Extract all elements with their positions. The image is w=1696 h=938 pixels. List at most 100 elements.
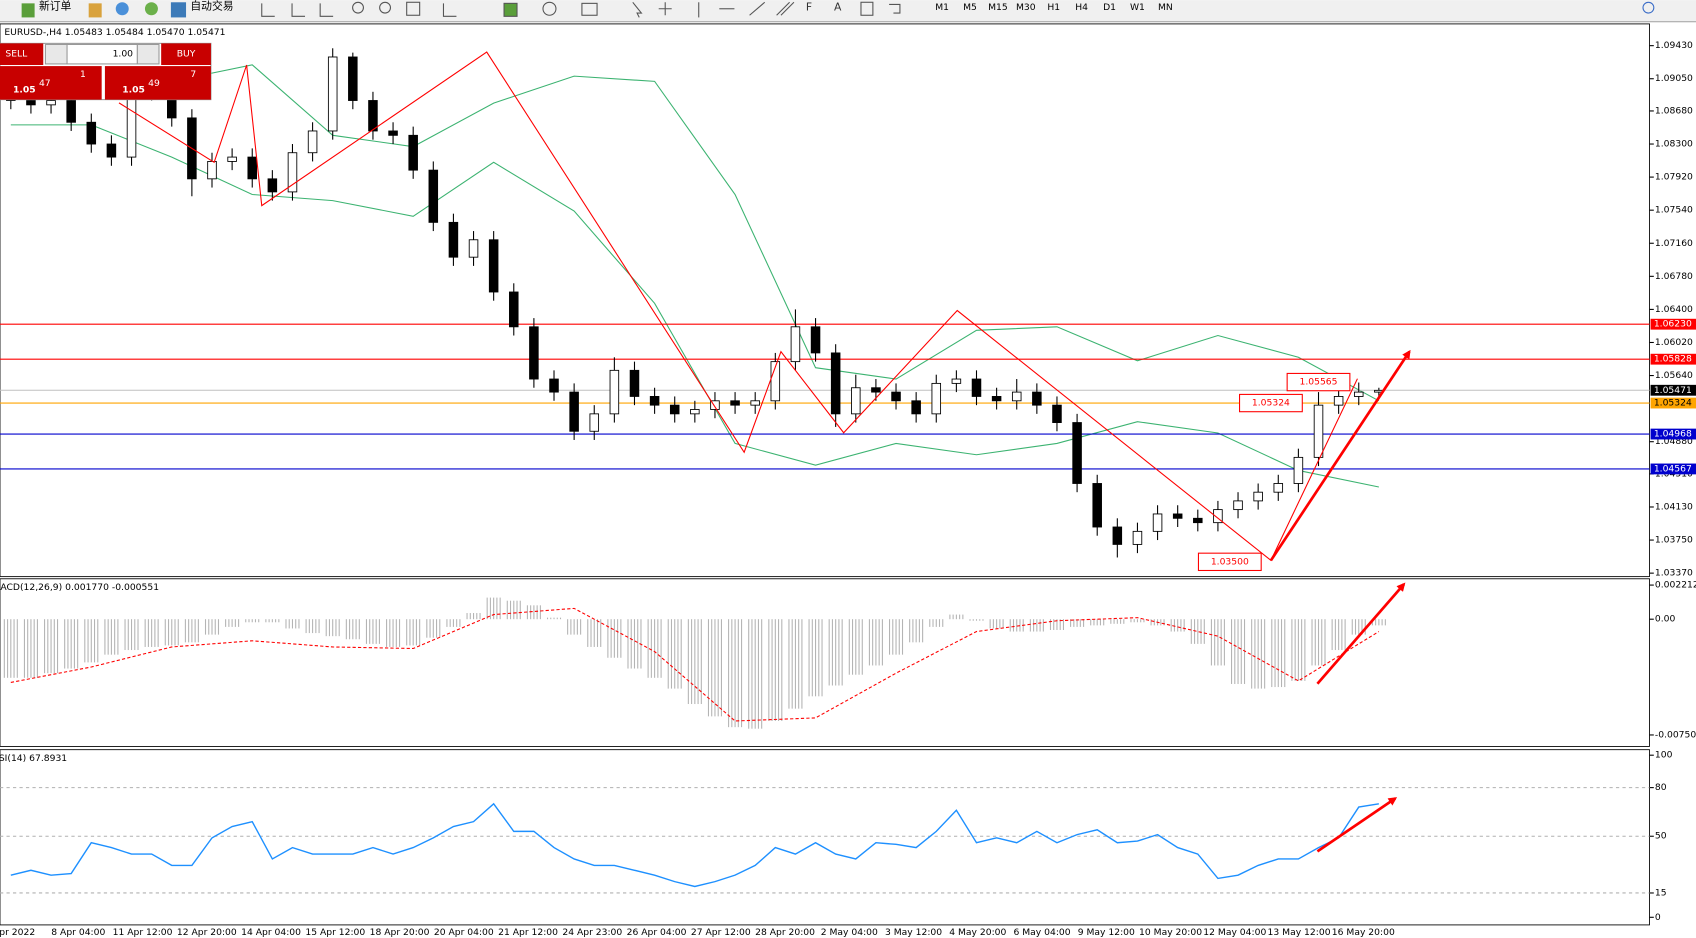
y-tick-label: 0.00 bbox=[1655, 614, 1676, 625]
auto-trading-button[interactable]: 自动交易 bbox=[190, 0, 233, 13]
bollinger-upper bbox=[10, 64, 1380, 402]
timeframe-button[interactable]: M30 bbox=[1016, 2, 1036, 13]
rsi-arrow bbox=[1316, 797, 1398, 853]
lots-up[interactable] bbox=[136, 43, 160, 65]
candle-body bbox=[911, 400, 921, 415]
candle-body bbox=[1193, 517, 1203, 524]
axis-price-tag bbox=[1650, 397, 1696, 409]
candle-body bbox=[287, 152, 298, 193]
toolbar-icon[interactable] bbox=[144, 2, 158, 16]
buy-price-box[interactable] bbox=[104, 66, 211, 100]
buy-price-prefix: 1.05 bbox=[122, 84, 145, 95]
axis-price-tag-label: 1.05324 bbox=[1654, 398, 1692, 409]
buy-label[interactable]: BUY bbox=[177, 49, 196, 60]
text-tool[interactable]: A bbox=[834, 1, 842, 14]
x-tick-label: 4 May 20:00 bbox=[949, 927, 1006, 938]
chart-title: RSI(14) 67.8931 bbox=[0, 753, 67, 764]
candle-body bbox=[710, 400, 720, 410]
toolbar-tools[interactable] bbox=[261, 1, 901, 18]
timeframe-button[interactable]: MN bbox=[1158, 2, 1173, 13]
buy-button[interactable] bbox=[161, 43, 211, 66]
axis-price-tag-label: 1.04968 bbox=[1654, 429, 1692, 440]
price-chart: 1.09430 1.09050 1.08680 1.08300 1.07920 1.075… bbox=[0, 27, 1696, 938]
y-tick-label: 1.05640 bbox=[1655, 370, 1693, 381]
new-order-icon[interactable] bbox=[21, 3, 35, 18]
price-label: 1.03500 bbox=[1211, 556, 1249, 567]
fib-tool[interactable]: F bbox=[806, 1, 812, 14]
search-icon[interactable] bbox=[1642, 1, 1655, 14]
price-label-box bbox=[1239, 393, 1303, 413]
y-tick-label: 1.08300 bbox=[1655, 139, 1693, 150]
candle-body bbox=[1052, 404, 1062, 423]
candle-body bbox=[1112, 526, 1123, 545]
candle-body bbox=[1172, 513, 1183, 519]
candle-body bbox=[549, 378, 559, 393]
candle-body bbox=[488, 239, 499, 293]
candle-body bbox=[1353, 391, 1364, 397]
buy-price-pips: 49 bbox=[148, 78, 160, 89]
timeframe-button[interactable]: D1 bbox=[1103, 2, 1116, 13]
candle-body bbox=[66, 100, 76, 123]
candle-body bbox=[830, 352, 841, 415]
y-tick-label: 1.07920 bbox=[1655, 172, 1693, 183]
candle-body bbox=[1233, 500, 1243, 511]
y-tick-label: 1.04130 bbox=[1655, 501, 1693, 512]
x-tick-label: 8 Apr 04:00 bbox=[51, 927, 105, 938]
candle-body bbox=[468, 239, 479, 258]
candle-body bbox=[1032, 391, 1042, 406]
price-label: 1.05324 bbox=[1252, 398, 1290, 409]
sell-price-fraction: 1 bbox=[80, 69, 86, 80]
x-tick-label: Apr 2022 bbox=[0, 927, 35, 938]
candle-body bbox=[790, 326, 801, 363]
toolbar-icon[interactable] bbox=[115, 2, 129, 16]
timeframe-button[interactable]: H1 bbox=[1047, 2, 1060, 13]
rsi-pane bbox=[0, 749, 1650, 926]
candle-body bbox=[750, 400, 760, 406]
price-label: 1.05565 bbox=[1300, 377, 1338, 388]
candle-body bbox=[408, 134, 418, 171]
new-order-button[interactable]: 新订单 bbox=[39, 0, 72, 13]
zigzag bbox=[118, 51, 1358, 562]
timeframe-button[interactable]: H4 bbox=[1075, 2, 1088, 13]
bollinger-lower bbox=[10, 124, 1379, 488]
sell-label[interactable]: SELL bbox=[5, 49, 28, 60]
lots-down[interactable] bbox=[44, 43, 68, 65]
x-tick-label: 12 Apr 20:00 bbox=[177, 927, 237, 938]
axis-price-tag bbox=[1650, 463, 1696, 475]
x-tick-label: 9 May 12:00 bbox=[1078, 927, 1135, 938]
candle-body bbox=[1333, 396, 1344, 406]
timeframe-button[interactable]: M1 bbox=[935, 2, 949, 13]
timeframe-button[interactable]: W1 bbox=[1130, 2, 1145, 13]
toolbar-icon[interactable] bbox=[88, 3, 102, 18]
candle-body bbox=[46, 100, 56, 106]
trend-arrow bbox=[1269, 349, 1411, 562]
candle-body bbox=[851, 387, 861, 415]
y-tick-label: 50 bbox=[1655, 831, 1667, 842]
timeframe-button[interactable]: M15 bbox=[988, 2, 1008, 13]
x-tick-label: 11 Apr 12:00 bbox=[113, 927, 173, 938]
x-tick-label: 27 Apr 12:00 bbox=[691, 927, 751, 938]
candle-body bbox=[368, 100, 378, 132]
sell-price-box[interactable] bbox=[0, 66, 102, 100]
candle-body bbox=[267, 178, 278, 193]
macd-pane bbox=[0, 578, 1650, 747]
timeframe-button[interactable]: M5 bbox=[963, 2, 977, 13]
candle-body bbox=[1213, 509, 1223, 524]
candle-body bbox=[327, 56, 338, 132]
auto-trading-icon[interactable] bbox=[170, 2, 187, 18]
candle-body bbox=[388, 130, 398, 136]
candle-body bbox=[448, 221, 459, 258]
y-tick-label: 15 bbox=[1655, 887, 1667, 898]
candle-body bbox=[1011, 391, 1022, 402]
candle-body bbox=[1293, 456, 1304, 484]
x-tick-label: 12 May 04:00 bbox=[1203, 927, 1266, 938]
macd-signal bbox=[10, 607, 1380, 722]
y-tick-label: 100 bbox=[1655, 750, 1673, 761]
sell-button[interactable] bbox=[0, 43, 44, 66]
candle-body bbox=[1072, 422, 1082, 484]
lots-value[interactable]: 1.00 bbox=[113, 49, 134, 60]
candle-body bbox=[629, 369, 640, 397]
candle-body bbox=[589, 413, 600, 432]
